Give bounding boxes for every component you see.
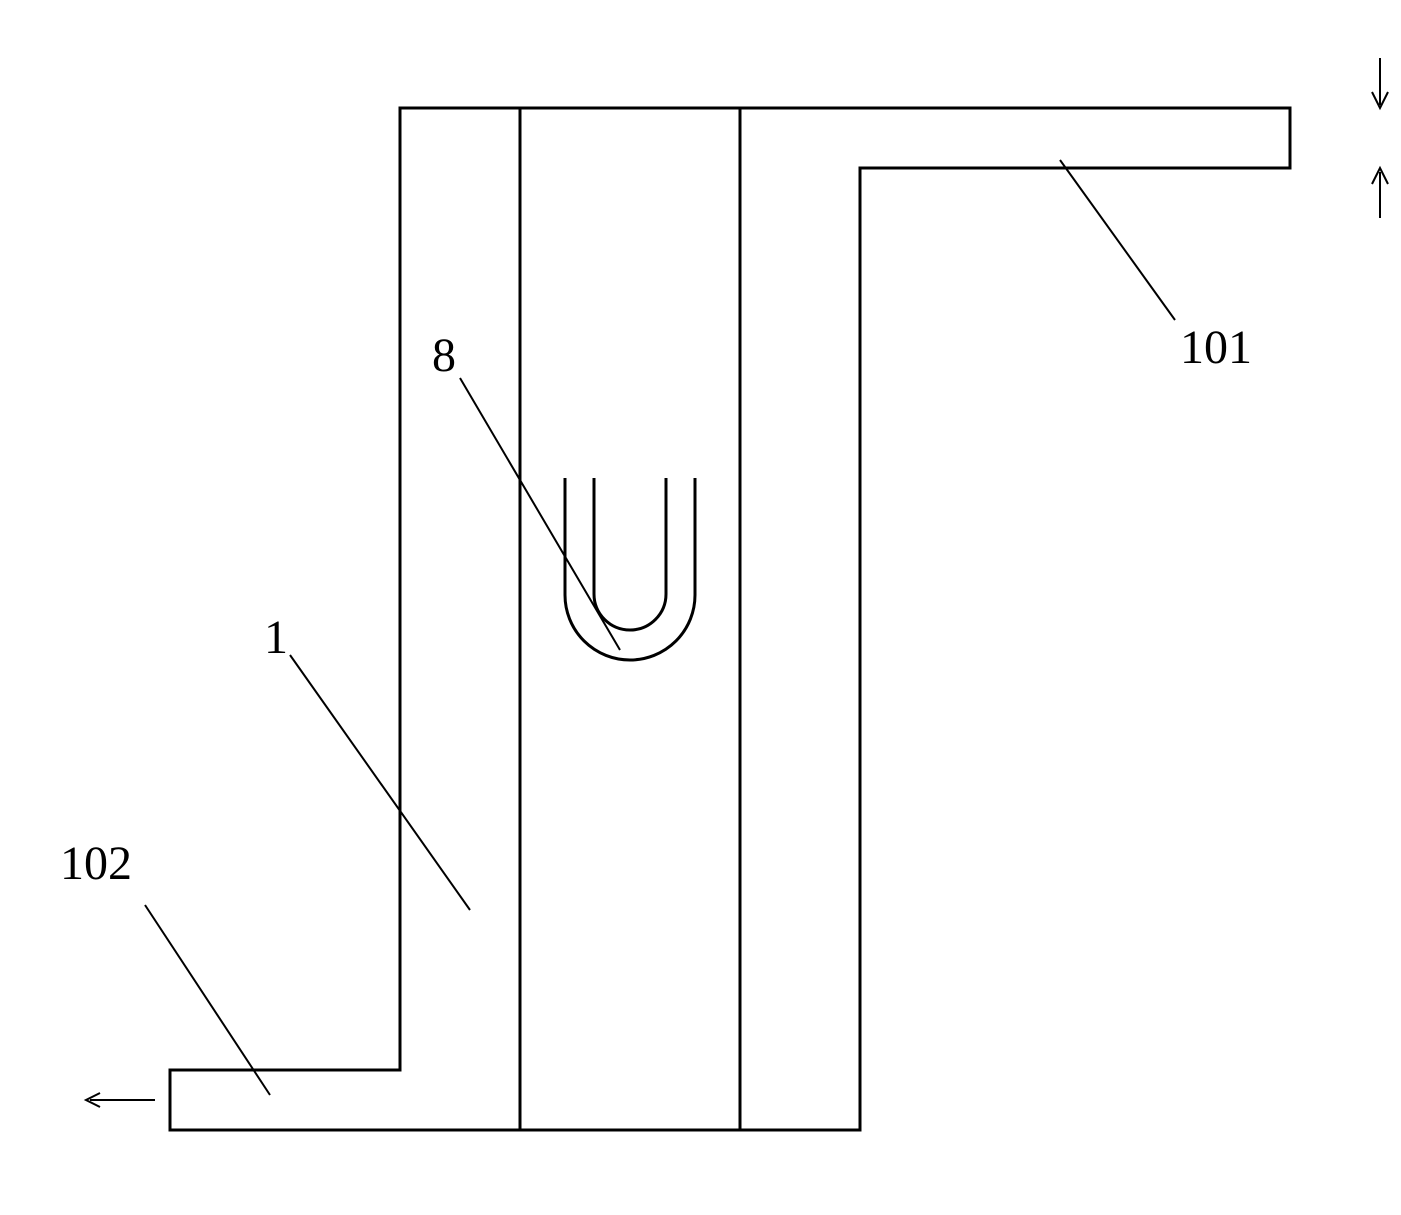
u-shape-outer <box>565 478 695 660</box>
main-outline <box>170 108 1290 1130</box>
arrow-bottom-left <box>86 1093 155 1107</box>
leader-1 <box>290 655 470 910</box>
leader-101 <box>1060 160 1175 320</box>
u-shape-inner <box>594 478 666 630</box>
label-102: 102 <box>60 836 132 891</box>
technical-diagram: 8 101 1 102 <box>0 0 1401 1210</box>
dimension-arrow-top-upper <box>1372 58 1388 108</box>
leader-102 <box>145 905 270 1095</box>
label-8: 8 <box>432 328 456 383</box>
dimension-arrow-top-lower <box>1372 168 1388 218</box>
label-1: 1 <box>264 610 288 665</box>
label-101: 101 <box>1180 320 1252 375</box>
leader-8 <box>460 378 620 650</box>
diagram-svg <box>0 0 1401 1210</box>
